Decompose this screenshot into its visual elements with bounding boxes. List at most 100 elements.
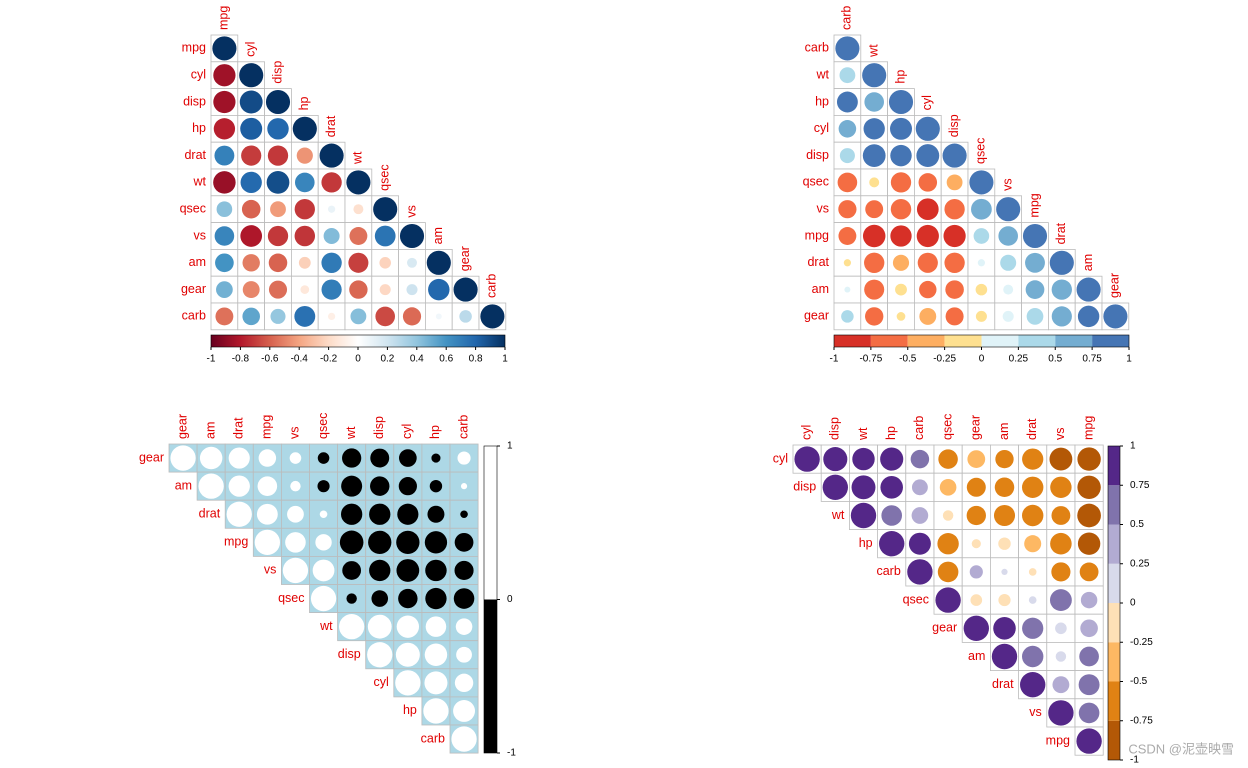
corr-circle bbox=[241, 199, 261, 219]
corr-circle bbox=[1001, 568, 1008, 576]
corr-circle bbox=[943, 224, 966, 248]
corr-circle bbox=[935, 587, 961, 613]
column-label: drat bbox=[232, 417, 246, 439]
row-label: drat bbox=[992, 677, 1014, 691]
corr-circle bbox=[910, 449, 930, 469]
corr-circle bbox=[296, 147, 313, 164]
colorbar-tick-label: -0.5 bbox=[899, 354, 917, 365]
corr-circle bbox=[890, 117, 912, 140]
corr-circle bbox=[341, 475, 363, 497]
row-label: gear bbox=[804, 309, 829, 323]
corr-circle bbox=[213, 171, 236, 194]
corr-circle bbox=[1024, 535, 1042, 553]
row-label: mpg bbox=[1046, 733, 1070, 747]
colorbar-tick-label: 0.25 bbox=[1130, 558, 1150, 569]
column-label: wt bbox=[856, 427, 870, 441]
corr-circle bbox=[862, 144, 886, 167]
corr-circle bbox=[379, 257, 391, 269]
colorbar-bin bbox=[870, 335, 908, 347]
colorbar-tick-label: 0.75 bbox=[1130, 480, 1150, 491]
row-label: hp bbox=[859, 536, 873, 550]
corr-circle bbox=[242, 281, 260, 299]
row-label: wt bbox=[193, 175, 207, 189]
corr-circle bbox=[454, 560, 474, 580]
colorbar-tick-label: 0 bbox=[979, 354, 985, 365]
row-label: drat bbox=[807, 255, 829, 269]
column-label: gear bbox=[1108, 273, 1122, 298]
corr-circle bbox=[1050, 532, 1072, 555]
corr-circle bbox=[890, 144, 912, 167]
corr-circle bbox=[1022, 617, 1044, 639]
corr-circle bbox=[888, 89, 914, 115]
corr-circle bbox=[907, 559, 933, 585]
corr-circle bbox=[242, 307, 260, 326]
colorbar-tick-label: -0.4 bbox=[291, 354, 309, 365]
corr-circle bbox=[431, 453, 441, 463]
colorbar-tick-label: 1 bbox=[507, 441, 513, 452]
corr-circle bbox=[1078, 674, 1100, 696]
colorbar-bin bbox=[944, 335, 982, 347]
corr-circle bbox=[396, 530, 420, 555]
column-label: mpg bbox=[260, 415, 274, 439]
corr-circle bbox=[294, 225, 316, 247]
colorbar-tick-label: 0.75 bbox=[1082, 354, 1102, 365]
row-label: vs bbox=[817, 201, 830, 215]
corr-circle bbox=[1002, 310, 1014, 322]
corr-circle bbox=[317, 452, 330, 464]
corr-circle bbox=[1078, 702, 1100, 724]
corr-circle bbox=[1003, 284, 1014, 295]
colorbar-bin bbox=[1108, 681, 1120, 721]
row-label: carb bbox=[421, 731, 445, 745]
corr-circle bbox=[294, 305, 316, 327]
corr-circle bbox=[919, 307, 937, 325]
row-label: wt bbox=[831, 508, 845, 522]
column-label: wt bbox=[344, 426, 358, 440]
corr-circle bbox=[216, 281, 233, 298]
corr-circle bbox=[267, 225, 289, 247]
corr-circle bbox=[228, 475, 250, 497]
corr-circle bbox=[969, 565, 983, 579]
colorbar-tick-label: 0 bbox=[1130, 598, 1136, 609]
corr-circle bbox=[911, 479, 928, 496]
row-label: gear bbox=[139, 450, 164, 464]
corr-circle bbox=[374, 225, 396, 247]
row-label: wt bbox=[319, 619, 333, 633]
corr-circle bbox=[896, 312, 906, 321]
column-label: am bbox=[1081, 254, 1095, 271]
corr-circle bbox=[946, 174, 963, 191]
corr-circle bbox=[971, 198, 992, 220]
row-label: qsec bbox=[903, 592, 929, 606]
corr-circle bbox=[1049, 250, 1074, 275]
corr-circle bbox=[407, 257, 417, 268]
corr-circle bbox=[267, 118, 289, 140]
corr-circle bbox=[425, 559, 447, 582]
column-label: cyl bbox=[243, 42, 257, 57]
watermark: CSDN @泥壶映雪 bbox=[1128, 741, 1234, 756]
corr-circle bbox=[216, 201, 233, 218]
corr-circle bbox=[916, 198, 939, 221]
corr-circle bbox=[1049, 447, 1073, 471]
corr-circle bbox=[851, 475, 876, 500]
row-label: mpg bbox=[182, 41, 206, 55]
corr-circle bbox=[823, 447, 848, 472]
corr-circle bbox=[1077, 532, 1101, 555]
row-label: disp bbox=[338, 647, 361, 661]
corr-circle bbox=[427, 505, 445, 523]
corr-circle bbox=[254, 529, 280, 555]
corr-circle bbox=[368, 530, 392, 555]
colorbar-tick-label: 0 bbox=[355, 354, 361, 365]
corr-circle bbox=[1050, 476, 1072, 498]
corr-circle bbox=[973, 228, 990, 244]
corr-circle bbox=[1028, 596, 1037, 604]
row-label: gear bbox=[932, 621, 957, 635]
corr-circle bbox=[257, 476, 278, 496]
row-label: carb bbox=[805, 41, 829, 55]
corr-circle bbox=[367, 642, 393, 668]
corr-circle bbox=[916, 224, 939, 248]
corr-circle bbox=[258, 449, 277, 467]
corr-circle bbox=[1076, 277, 1101, 302]
corr-circle bbox=[864, 92, 884, 112]
corr-circle bbox=[963, 615, 989, 641]
corr-circle bbox=[822, 474, 848, 500]
colorbar-tick-label: -0.5 bbox=[1130, 676, 1148, 687]
